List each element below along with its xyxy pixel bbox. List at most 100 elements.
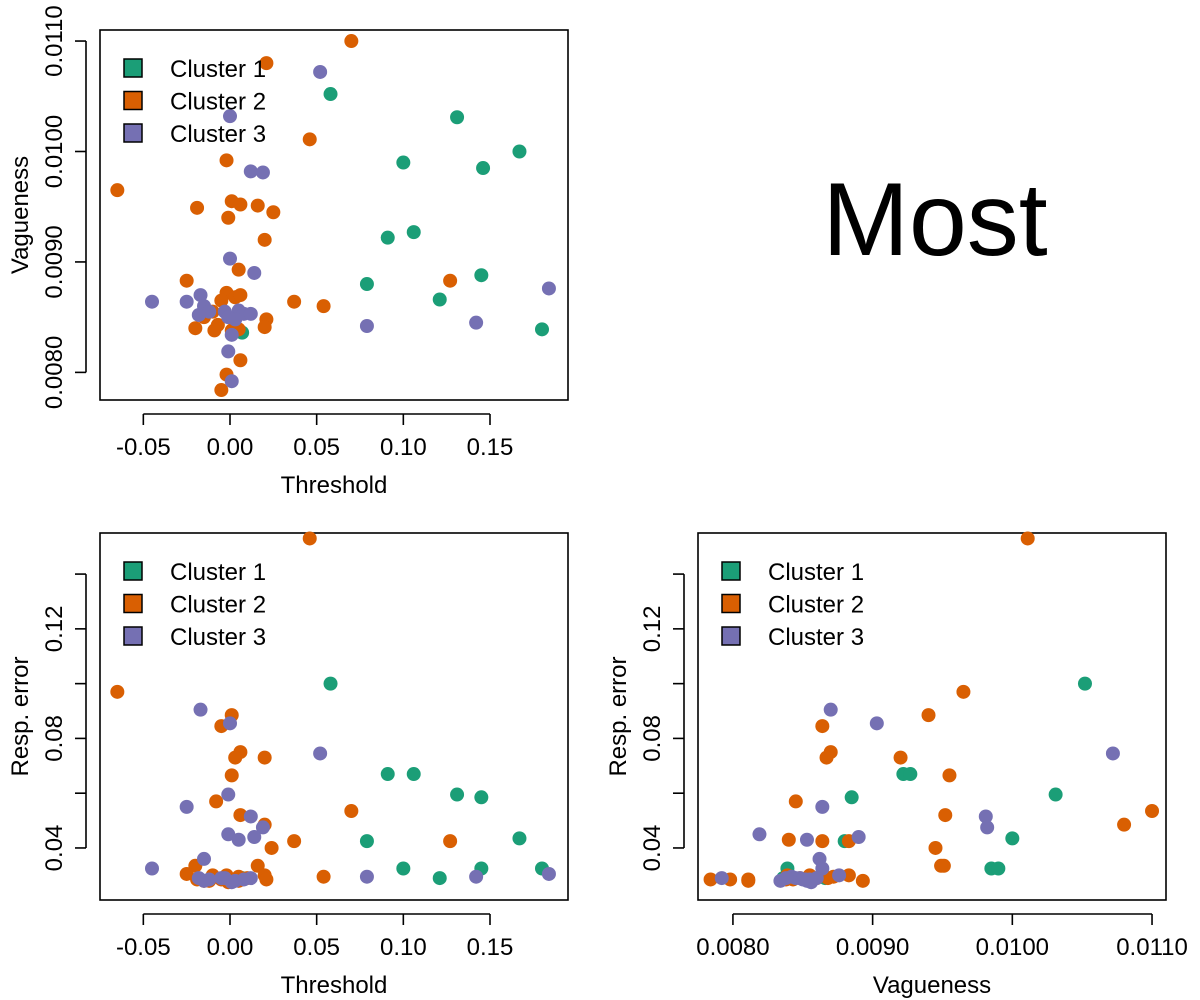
x-tick-label: 0.10 [380,934,427,961]
data-point-cluster-2 [179,273,194,288]
data-point-cluster-2 [259,56,274,71]
legend-label: Cluster 1 [768,559,864,586]
data-point-cluster-2 [781,832,796,847]
y-axis-title: Resp. error [7,656,34,776]
x-tick-label: 0.0080 [696,934,769,961]
data-point-cluster-2 [936,858,951,873]
data-point-cluster-2 [788,794,803,809]
data-point-cluster-2 [224,768,239,783]
x-axis-title: Vagueness [873,972,991,999]
legend-label: Cluster 2 [170,89,266,116]
legend-label: Cluster 2 [170,592,266,619]
data-point-cluster-3 [313,746,328,761]
data-point-cluster-2 [110,183,125,198]
data-point-cluster-1 [512,831,527,846]
data-point-cluster-3 [1105,746,1120,761]
plot-frame [99,532,569,901]
x-tick-label: 0.0090 [836,934,909,961]
data-point-cluster-3 [231,832,246,847]
data-point-cluster-2 [188,321,203,336]
legend-swatch [721,626,741,646]
x-tick-label: 0.15 [467,434,514,461]
data-point-cluster-3 [809,871,824,886]
data-point-cluster-2 [257,750,272,765]
data-point-cluster-1 [450,787,465,802]
data-point-cluster-2 [228,750,243,765]
data-point-cluster-2 [302,132,317,147]
data-point-cluster-2 [703,872,718,887]
data-point-cluster-3 [255,165,270,180]
data-point-cluster-2 [815,834,830,849]
data-point-cluster-2 [179,866,194,881]
figure-title: Most [822,162,1047,278]
legend-swatch [123,561,143,581]
data-point-cluster-3 [224,374,239,389]
y-tick-label: 0.0080 [41,336,68,409]
data-point-cluster-2 [344,34,359,49]
x-tick-label: 0.00 [207,934,254,961]
data-point-cluster-3 [541,866,556,881]
data-point-cluster-1 [432,292,447,307]
data-point-cluster-3 [145,294,159,309]
data-point-cluster-2 [1020,531,1035,546]
x-tick-label: 0.0110 [1116,934,1188,961]
y-tick-label: 0.04 [639,825,666,872]
legend-swatch [721,593,741,614]
data-point-cluster-3 [145,861,159,876]
y-axis-title: Resp. error [605,656,632,776]
data-point-cluster-2 [302,531,317,546]
data-point-cluster-2 [221,210,236,225]
data-point-cluster-1 [406,767,421,782]
data-point-cluster-2 [316,299,331,314]
data-point-cluster-3 [255,820,270,835]
data-point-cluster-2 [1117,817,1132,832]
data-point-cluster-1 [474,790,489,805]
scatter-panel-1: -0.05 0.00 0.05 0.10 0.15 Threshold 0.0080 0.00… [7,5,569,499]
data-point-cluster-3 [851,830,866,845]
data-point-cluster-3 [191,307,206,322]
data-point-cluster-1 [432,871,447,886]
data-point-cluster-1 [1005,831,1020,846]
plot-frame [99,29,569,401]
data-point-cluster-3 [223,109,237,124]
data-point-cluster-1 [1077,676,1092,691]
y-tick-label: 0.08 [639,715,666,762]
data-point-cluster-2 [214,383,229,398]
data-point-cluster-2 [264,840,279,855]
data-point-cluster-2 [257,232,272,247]
legend-swatch [123,593,143,614]
legend-label: Cluster 3 [170,121,266,148]
x-tick-label: 0.0100 [976,934,1049,961]
data-point-cluster-2 [942,768,957,783]
data-point-cluster-3 [869,716,884,731]
y-tick-label: 0.04 [41,825,68,872]
legend-swatch [123,90,143,111]
data-point-cluster-2 [207,323,222,338]
data-point-cluster-2 [231,262,246,277]
data-point-cluster-2 [233,197,248,212]
data-point-cluster-1 [844,790,859,805]
data-point-cluster-1 [406,225,421,240]
data-point-cluster-2 [443,273,458,288]
data-point-cluster-2 [214,293,229,308]
data-point-cluster-1 [450,110,465,125]
data-point-cluster-3 [193,702,208,717]
data-point-cluster-3 [243,164,258,179]
y-axis-title: Vagueness [7,156,34,274]
legend: Cluster 1 Cluster 2 Cluster 3 [123,56,266,148]
y-tick-label: 0.08 [41,715,68,762]
data-point-cluster-3 [247,265,262,280]
data-point-cluster-2 [110,684,125,699]
data-point-cluster-2 [233,353,248,368]
data-point-cluster-3 [823,702,838,717]
data-point-cluster-3 [832,868,847,883]
legend-label: Cluster 3 [768,624,864,651]
y-tick-label: 0.0100 [41,115,68,188]
data-point-cluster-1 [323,87,338,102]
legend-label: Cluster 1 [170,559,266,586]
data-point-cluster-2 [233,808,248,823]
scatter-panel-2: -0.05 0.00 0.05 0.10 0.15 Threshold 0.04 0.08 0.… [7,531,569,999]
data-point-cluster-3 [243,809,258,824]
legend-swatch [721,561,741,581]
